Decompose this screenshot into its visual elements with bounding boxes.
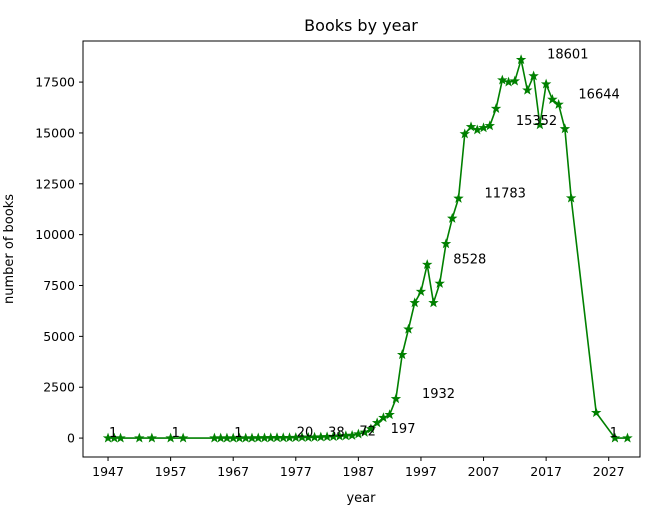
- x-axis: 1947 1957 1967 1977 1987 1997 2007 2017 2027: [92, 457, 625, 479]
- data-point-marker: [553, 98, 564, 109]
- data-point-marker: [547, 94, 558, 104]
- data-point-marker: [422, 259, 433, 270]
- data-point-marker: [403, 323, 414, 334]
- x-tick-label: 1977: [280, 464, 312, 479]
- data-label: 197: [391, 422, 416, 437]
- x-tick-label: 1967: [217, 464, 249, 479]
- data-point-marker: [396, 349, 408, 360]
- data-point-marker: [365, 423, 377, 434]
- data-point-marker: [359, 426, 370, 437]
- axes-frame: [82, 40, 641, 458]
- y-tick-label: 17500: [35, 75, 75, 90]
- data-point-marker: [565, 192, 577, 203]
- x-tick-label: 1987: [342, 464, 374, 479]
- data-label: 11783: [485, 186, 526, 201]
- data-point-marker: [590, 407, 602, 418]
- data-point-marker: [459, 128, 470, 139]
- data-point-marker: [409, 297, 420, 308]
- data-label: 16644: [578, 88, 619, 103]
- data-point-marker: [534, 119, 546, 130]
- data-point-marker: [434, 278, 445, 288]
- data-point-marker: [490, 103, 502, 113]
- data-point-marker: [465, 121, 477, 132]
- data-point-marker: [134, 432, 145, 443]
- data-point-marker: [453, 192, 464, 203]
- data-label: 8528: [453, 253, 486, 268]
- data-point-marker: [115, 432, 126, 443]
- plot-frame: [82, 40, 641, 458]
- data-point-marker: [415, 286, 427, 297]
- data-point-marker: [384, 409, 395, 420]
- data-point-marker: [497, 74, 508, 85]
- data-point-marker: [478, 122, 489, 133]
- data-point-marker: [353, 428, 364, 439]
- data-label: 38: [328, 425, 345, 440]
- y-tick-label: 0: [67, 431, 75, 446]
- data-point-marker: [447, 212, 458, 223]
- chart-title: Books by year: [304, 16, 418, 35]
- y-tick-label: 15000: [35, 125, 75, 140]
- data-point-marker: [346, 429, 358, 440]
- x-tick-label: 1997: [405, 464, 437, 479]
- data-label: 15352: [516, 114, 557, 129]
- x-tick-label: 2017: [530, 464, 562, 479]
- y-tick-label: 12500: [35, 176, 75, 191]
- x-tick-label: 1957: [155, 464, 187, 479]
- data-label: 18601: [547, 48, 588, 63]
- x-axis-title: year: [346, 491, 376, 506]
- data-point-marker: [428, 297, 439, 308]
- data-point-marker: [528, 70, 539, 81]
- data-label: 1: [109, 426, 117, 441]
- data-point-marker: [484, 120, 496, 131]
- y-tick-label: 2500: [43, 380, 75, 395]
- data-point-marker: [440, 238, 452, 249]
- data-point-marker: [177, 432, 189, 443]
- data-label: 72: [359, 425, 376, 440]
- data-label: 1: [610, 426, 618, 441]
- y-tick-label: 5000: [43, 329, 75, 344]
- data-label: 1: [172, 426, 180, 441]
- data-point-marker: [509, 75, 521, 86]
- data-label: 1932: [422, 387, 455, 402]
- y-axis-title: number of books: [2, 194, 17, 304]
- data-point-marker: [622, 432, 633, 443]
- data-labels: 1 1 1 20 38 72 197 1932 8528 11783 15352 18601 16644…: [109, 48, 620, 441]
- data-label: 20: [297, 426, 314, 441]
- data-layer: [102, 54, 633, 443]
- data-label: 1: [234, 426, 242, 441]
- data-point-marker: [165, 432, 176, 443]
- data-point-marker: [378, 412, 389, 423]
- data-point-marker: [146, 432, 158, 443]
- data-point-marker: [540, 78, 552, 89]
- y-tick-label: 10000: [35, 227, 75, 242]
- data-point-marker: [559, 123, 571, 134]
- data-point-marker: [472, 124, 483, 135]
- x-tick-label: 2027: [593, 464, 625, 479]
- x-tick-label: 2007: [468, 464, 500, 479]
- y-tick-label: 7500: [43, 278, 75, 293]
- data-point-marker: [609, 432, 621, 443]
- y-axis: 0 2500 5000 7500 10000 12500 15000 17500: [35, 75, 83, 446]
- x-tick-label: 1947: [92, 464, 124, 479]
- data-point-marker: [515, 54, 527, 65]
- data-point-marker: [390, 393, 402, 404]
- data-point-marker: [522, 84, 533, 95]
